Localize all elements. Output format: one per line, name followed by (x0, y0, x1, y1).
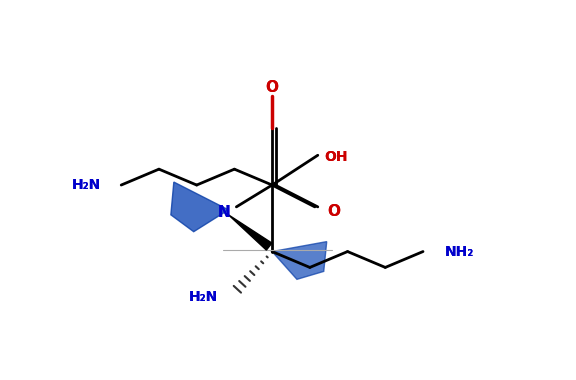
Text: O: O (327, 204, 340, 219)
Polygon shape (171, 182, 229, 232)
Text: H₂N: H₂N (188, 290, 218, 304)
Polygon shape (272, 242, 327, 279)
Text: N: N (218, 205, 231, 220)
Text: O: O (266, 80, 279, 95)
Text: OH: OH (324, 150, 347, 164)
Text: NH₂: NH₂ (445, 245, 474, 258)
Text: H₂N: H₂N (72, 178, 101, 192)
Text: H₂N: H₂N (188, 290, 218, 304)
Text: N: N (218, 205, 231, 220)
Text: O: O (327, 204, 340, 219)
Text: H₂N: H₂N (72, 178, 101, 192)
Polygon shape (229, 215, 272, 250)
Text: O: O (266, 80, 279, 95)
Text: NH₂: NH₂ (445, 245, 474, 258)
Text: OH: OH (324, 150, 347, 164)
